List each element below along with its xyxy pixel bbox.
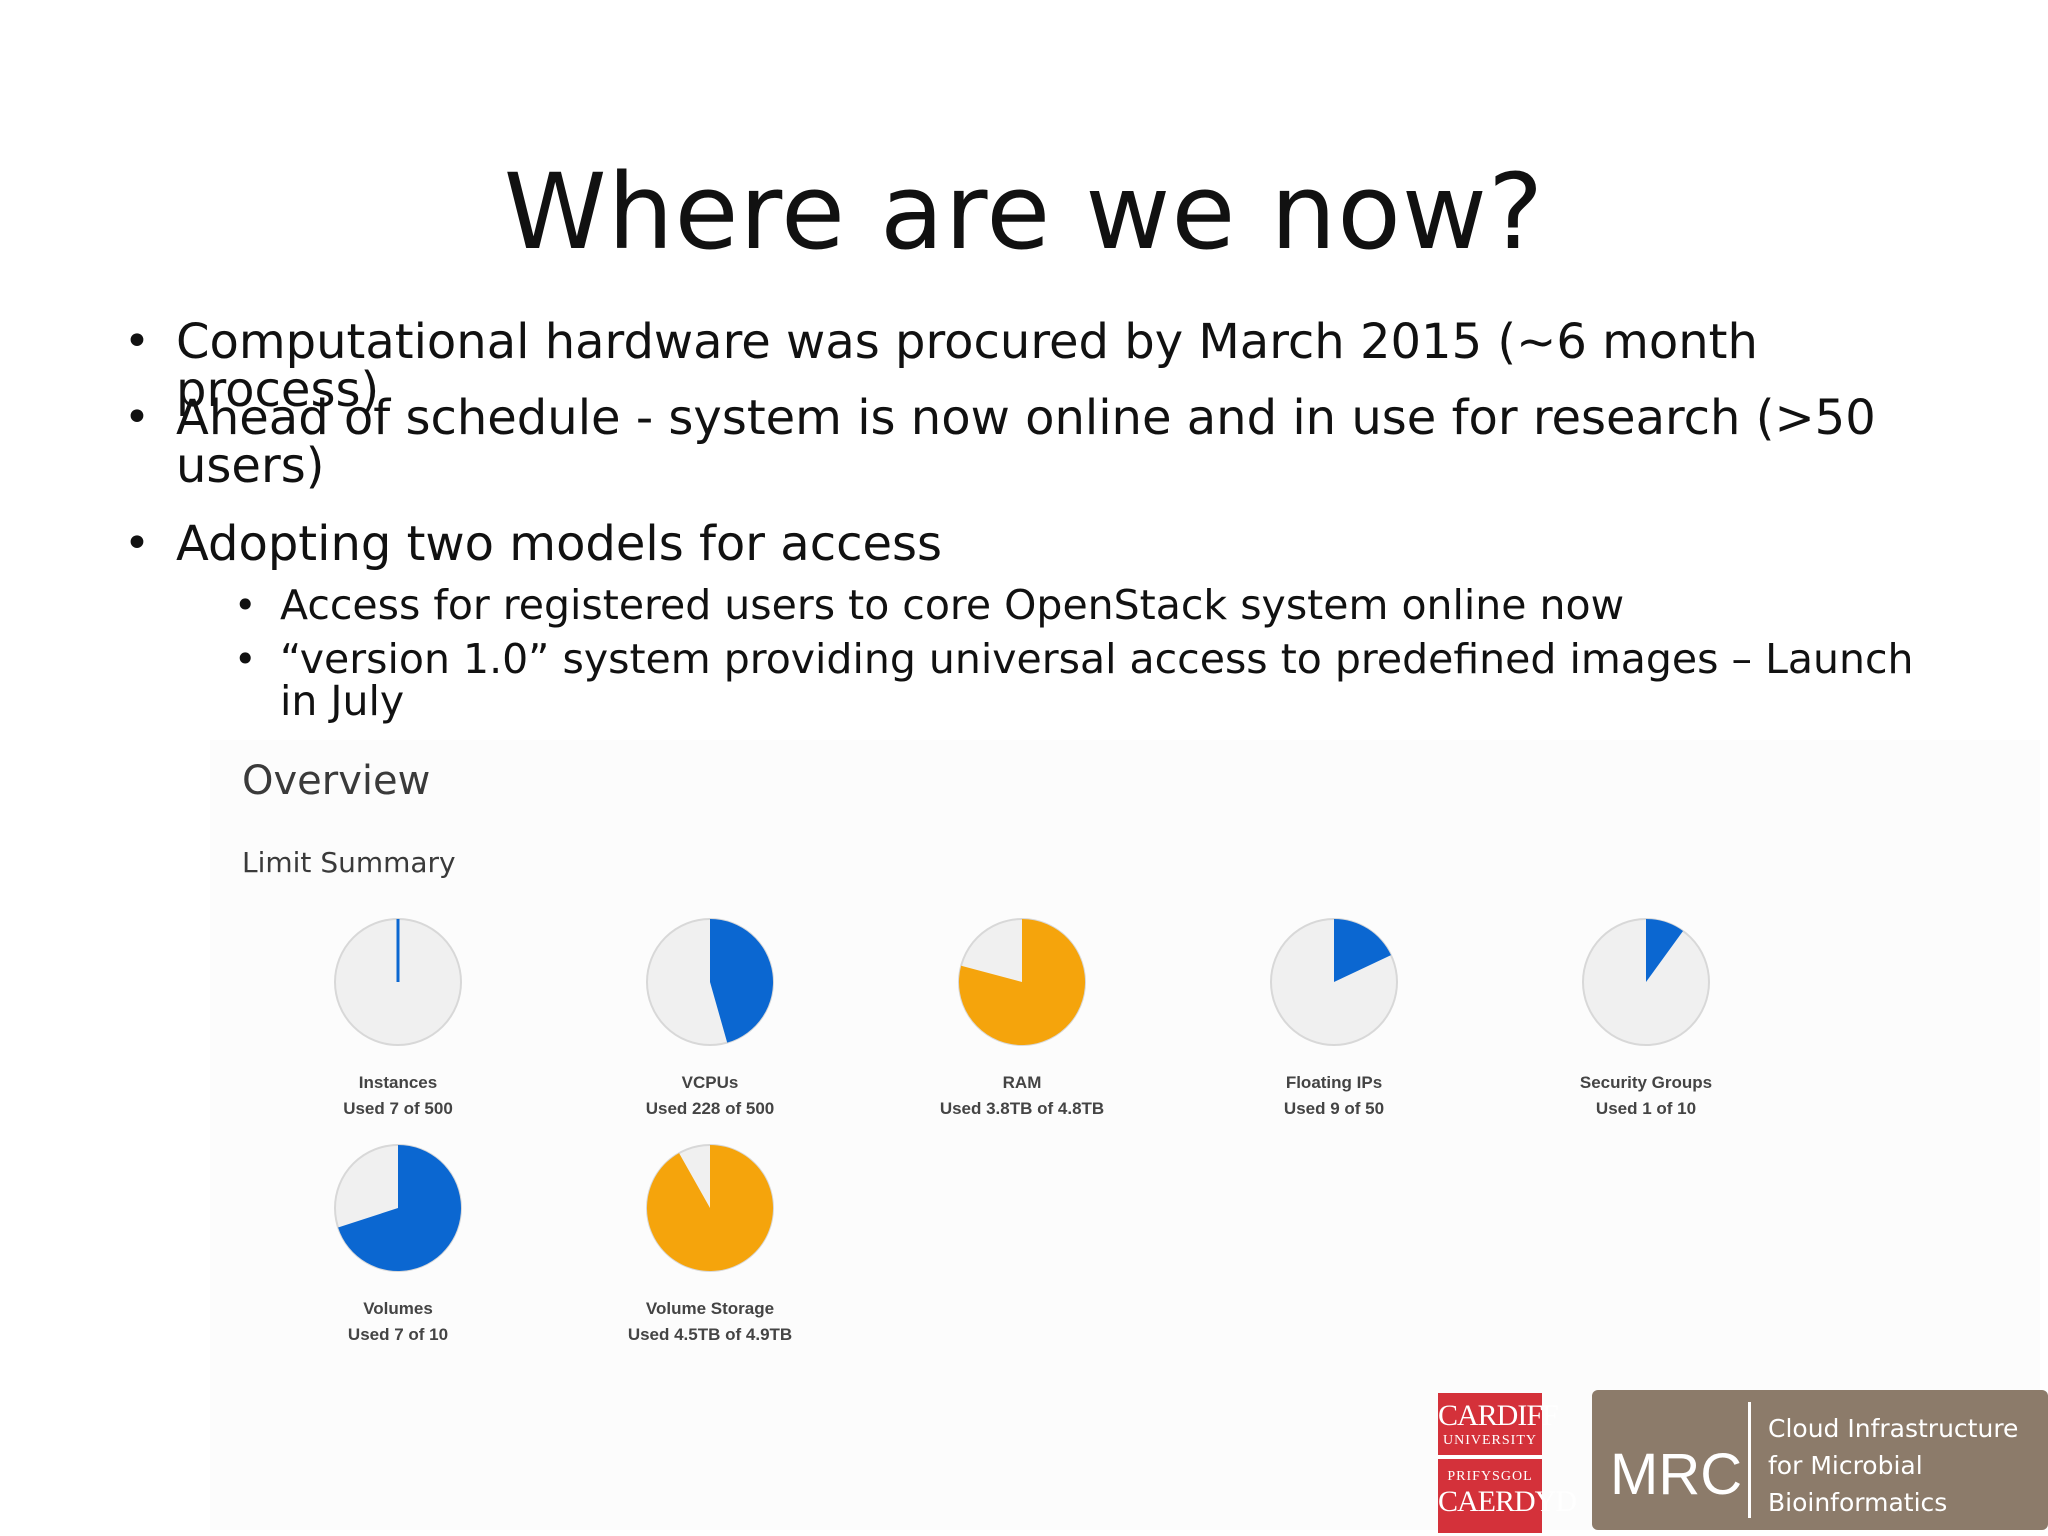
sub-bullet-item: Access for registered users to core Open…: [234, 584, 1960, 626]
pie-label: RAM: [1003, 1073, 1042, 1092]
pie-label: Instances: [359, 1073, 437, 1092]
pie-usage-caption: Used 7 of 10: [348, 1325, 448, 1344]
cardiff-logo-line: PRIFYSGOL: [1447, 1469, 1533, 1484]
cardiff-logo-rule: [1438, 1455, 1542, 1459]
pie-used-slice: [1334, 919, 1391, 982]
bullet-item: Ahead of schedule - system is now online…: [124, 394, 1956, 490]
pie-used-slice: [338, 1145, 461, 1272]
cardiff-logo-line: CAERDYD: [1438, 1485, 1577, 1518]
logos: CARDIFF UNIVERSITY PRIFYSGOL CAERDYD MRC…: [1438, 1390, 2048, 1536]
pie-used-slice: [710, 919, 774, 1043]
mrc-caption-line: Bioinformatics: [1768, 1488, 1948, 1517]
slide-title: Where are we now?: [503, 151, 1545, 273]
pie-usage-caption: Used 3.8TB of 4.8TB: [940, 1099, 1104, 1118]
cardiff-logo-line: CARDIFF: [1438, 1399, 1559, 1432]
sub-bullet-item: “version 1.0” system providing universal…: [234, 638, 1960, 722]
mrc-logo: MRC Cloud Infrastructure for Microbial B…: [1592, 1390, 2048, 1530]
pie-label: VCPUs: [682, 1073, 739, 1092]
pie-usage-caption: Used 7 of 500: [343, 1099, 453, 1118]
pie-usage-caption: Used 1 of 10: [1596, 1099, 1696, 1118]
mrc-caption-line: for Microbial: [1768, 1451, 1923, 1480]
pie-used-slice: [959, 919, 1086, 1045]
pie-label: Volumes: [363, 1299, 433, 1318]
pie-used-slice: [1646, 919, 1684, 982]
pie-chart: Volumes Used 7 of 10: [334, 1144, 462, 1344]
pie-chart: Instances Used 7 of 500: [334, 918, 462, 1118]
pie-chart: Security Groups Used 1 of 10: [1580, 918, 1712, 1118]
mrc-logo-caption: Cloud Infrastructure for Microbial Bioin…: [1768, 1410, 2048, 1521]
pie-used-slice: [647, 1145, 774, 1271]
limit-summary-title: Limit Summary: [242, 846, 456, 879]
bullet-item: Adopting two models for access: [124, 520, 1956, 568]
cardiff-university-logo: CARDIFF UNIVERSITY PRIFYSGOL CAERDYD: [1438, 1393, 1577, 1533]
pie-chart: VCPUs Used 228 of 500: [646, 918, 775, 1118]
pie-usage-caption: Used 228 of 500: [646, 1099, 775, 1118]
cardiff-logo-line: UNIVERSITY: [1443, 1433, 1537, 1448]
pie-label: Security Groups: [1580, 1073, 1712, 1092]
mrc-caption-line: Cloud Infrastructure: [1768, 1414, 2019, 1443]
mrc-logo-divider: [1748, 1402, 1751, 1518]
bullet-item: Computational hardware was procured by M…: [124, 318, 1956, 414]
mrc-logo-text: MRC: [1610, 1442, 1743, 1507]
pie-usage-caption: Used 4.5TB of 4.9TB: [628, 1325, 792, 1344]
pie-chart: Floating IPs Used 9 of 50: [1270, 918, 1398, 1118]
overview-title: Overview: [242, 758, 431, 804]
pie-usage-caption: Used 9 of 50: [1284, 1099, 1384, 1118]
pie-label: Volume Storage: [646, 1299, 774, 1318]
pie-chart: RAM Used 3.8TB of 4.8TB: [940, 918, 1104, 1118]
pie-chart: Volume Storage Used 4.5TB of 4.9TB: [628, 1144, 792, 1344]
pie-label: Floating IPs: [1286, 1073, 1382, 1092]
